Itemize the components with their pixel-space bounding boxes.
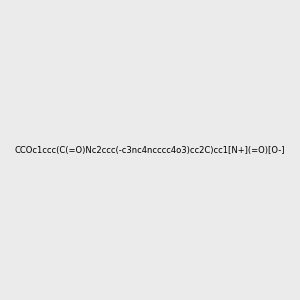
Text: CCOc1ccc(C(=O)Nc2ccc(-c3nc4ncccc4o3)cc2C)cc1[N+](=O)[O-]: CCOc1ccc(C(=O)Nc2ccc(-c3nc4ncccc4o3)cc2C… bbox=[15, 146, 285, 154]
